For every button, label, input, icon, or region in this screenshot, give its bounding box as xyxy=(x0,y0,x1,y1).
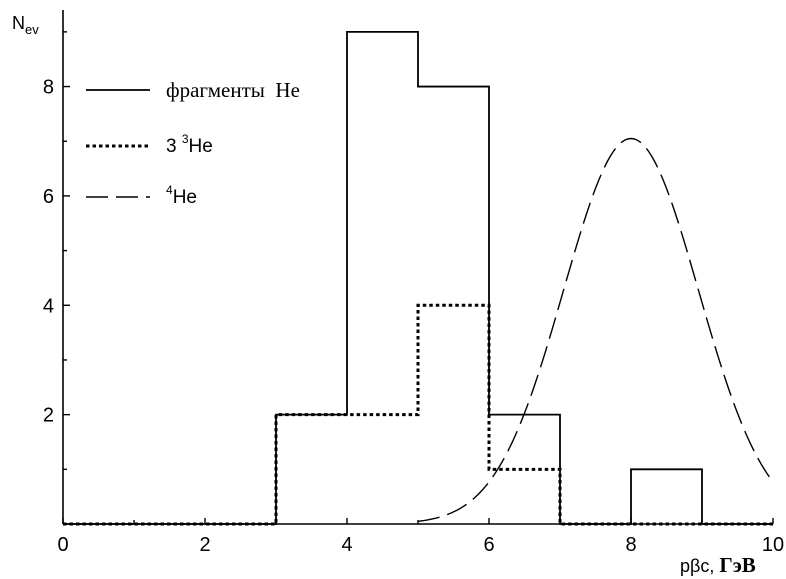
x-tick-label: 6 xyxy=(483,534,494,556)
legend-label-4he-sup: 4 xyxy=(166,183,173,197)
y-tick-label: 4 xyxy=(43,295,54,317)
bar-fragments-he xyxy=(418,87,489,524)
x-tick-label: 8 xyxy=(625,534,636,556)
legend-label-3he: 3 3He xyxy=(166,132,213,157)
legend-label-3he-main: He xyxy=(189,136,213,157)
legend-label-3he-sup: 3 xyxy=(182,132,189,146)
y-axis-title-subscript: ev xyxy=(25,22,39,37)
x-axis-title-prefix: pβc, xyxy=(680,556,719,576)
curve-4he xyxy=(417,137,774,523)
y-tick-label: 6 xyxy=(43,186,54,208)
legend-label-4he-main: He xyxy=(173,187,197,208)
x-tick-label: 0 xyxy=(57,534,68,556)
bar-fragments-he xyxy=(631,469,702,524)
bar-fragments-he xyxy=(347,32,418,524)
x-axis-title: pβc, ГэВ xyxy=(680,553,756,577)
y-tick-label: 8 xyxy=(43,77,54,99)
y-tick-label: 2 xyxy=(43,405,54,427)
series-3he-outline xyxy=(63,303,773,526)
bar-3he xyxy=(347,415,418,524)
x-tick-label: 2 xyxy=(199,534,210,556)
x-axis-title-unit: ГэВ xyxy=(719,553,755,577)
bar-3he xyxy=(276,415,347,524)
bar-3he xyxy=(489,469,560,524)
plot-area: 0 2 4 6 8 10 2 4 6 8 xyxy=(43,10,784,556)
legend-label-fragments-text: фрагменты He xyxy=(166,78,300,102)
y-axis-title-main: N xyxy=(12,13,25,33)
x-tick-label: 10 xyxy=(762,534,784,556)
legend: фрагменты He 3 3He 4He xyxy=(86,78,300,208)
bar-3he xyxy=(418,305,489,524)
bar-fragments-he xyxy=(276,415,347,524)
legend-label-4he: 4He xyxy=(166,183,197,208)
legend-label-fragments: фрагменты He xyxy=(166,78,300,102)
x-tick-label: 4 xyxy=(341,534,352,556)
legend-label-3he-prefix: 3 xyxy=(166,136,182,157)
series-fragments-he-outline xyxy=(63,30,773,525)
y-axis-title: Nev xyxy=(12,13,39,37)
